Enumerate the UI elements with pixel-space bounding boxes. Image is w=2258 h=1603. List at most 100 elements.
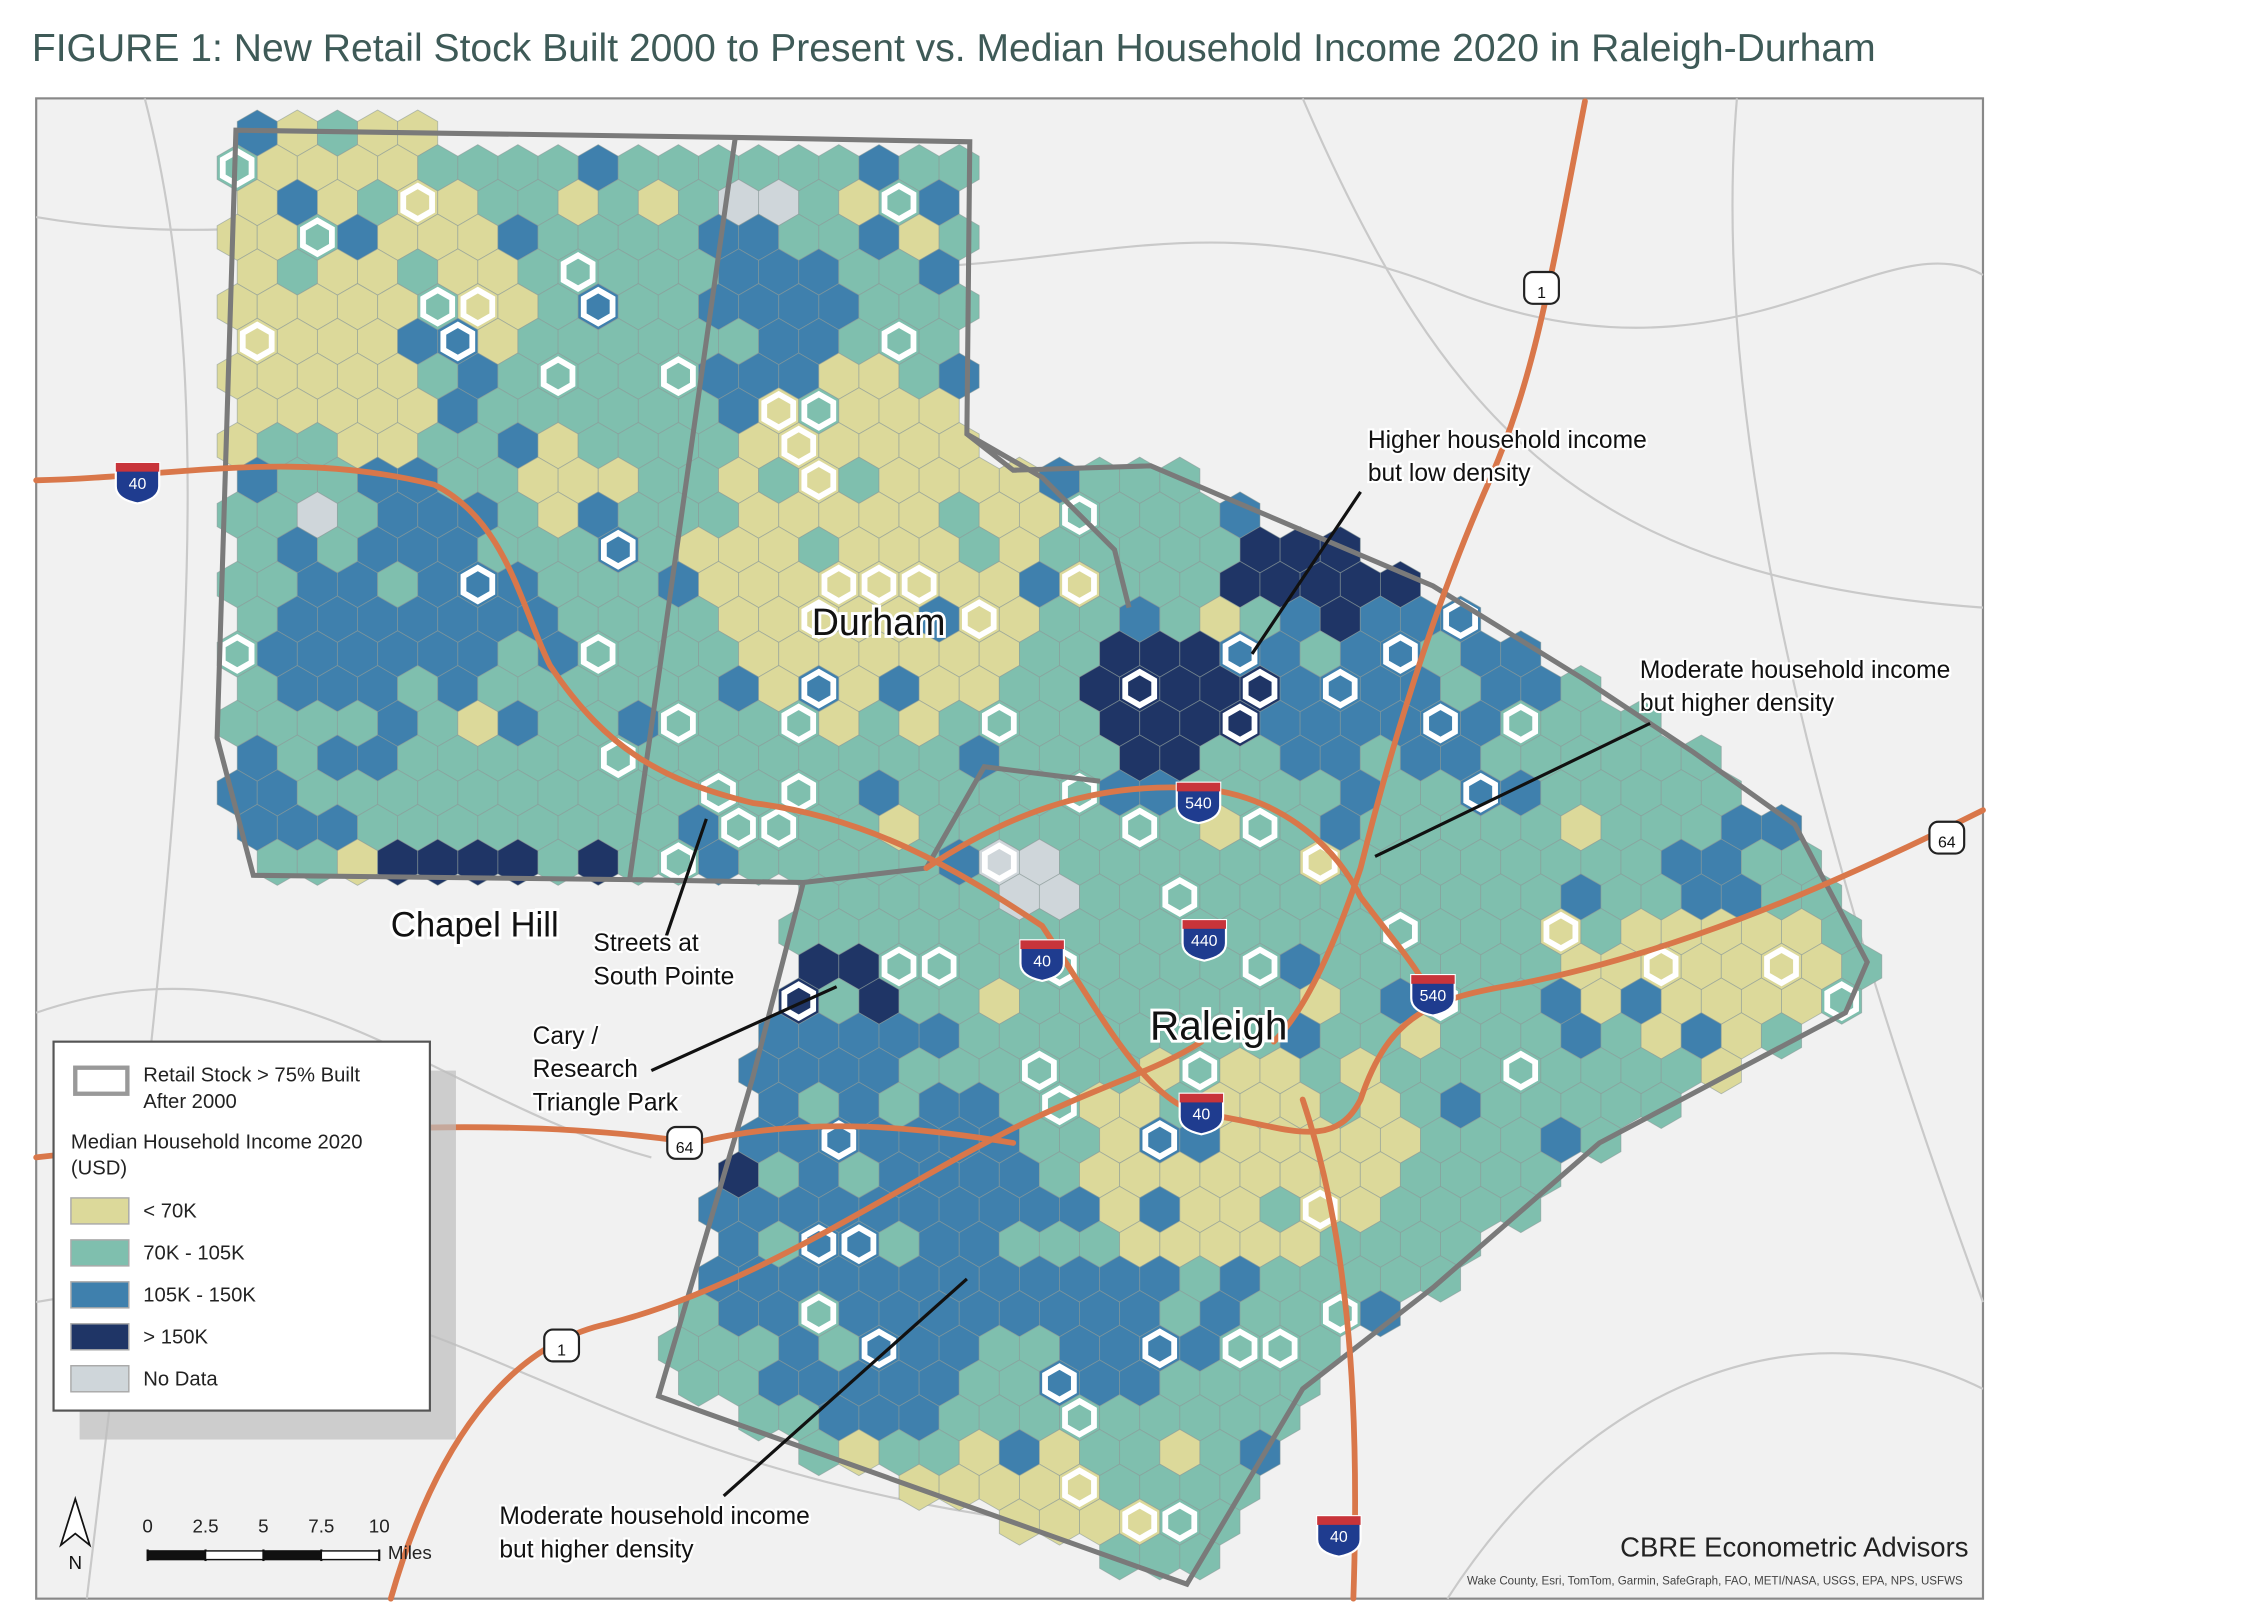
us-shield	[666, 1125, 704, 1160]
legend-swatch	[70, 1365, 130, 1393]
legend-label: No Data	[143, 1369, 218, 1391]
retail-hex	[1162, 1502, 1198, 1542]
retail-hex	[1643, 946, 1679, 987]
retail-hex	[1142, 1120, 1178, 1161]
retail-hex	[219, 633, 255, 674]
shield-top	[1020, 940, 1064, 950]
credits: Wake County, Esri, TomTom, Garmin, SafeG…	[1467, 1575, 1963, 1587]
retail-hex	[1062, 1397, 1097, 1438]
retail-hex	[1222, 633, 1258, 674]
retail-hex	[1322, 668, 1358, 709]
retail-hex	[821, 1120, 857, 1161]
legend-retail-swatch	[73, 1065, 130, 1096]
legend-title: Median Household Income 2020	[71, 1131, 363, 1153]
shield-label: 64	[676, 1140, 694, 1157]
retail-hex	[1302, 1189, 1338, 1230]
shield-label: 40	[1033, 953, 1051, 970]
interstate-shield	[1316, 1515, 1362, 1558]
annotation: Triangle Park	[533, 1089, 679, 1116]
retail-hex	[1543, 911, 1579, 952]
scale-tick-label: 0	[142, 1516, 152, 1537]
shield-top	[1182, 920, 1226, 929]
brand: CBRE Econometric Advisors	[1620, 1532, 1968, 1563]
retail-hex	[981, 703, 1017, 744]
shield-label: 540	[1185, 796, 1212, 813]
retail-hex	[761, 807, 797, 848]
retail-hex	[881, 182, 917, 223]
annotation: but higher density	[1640, 690, 1835, 717]
retail-hex	[861, 564, 897, 605]
annotation: Higher household income	[1368, 427, 1647, 454]
retail-hex	[1463, 772, 1498, 813]
retail-hex	[1042, 1085, 1077, 1126]
north-arrow	[59, 1495, 92, 1548]
retail-hex	[721, 807, 756, 848]
place-label: Raleigh	[1150, 1002, 1287, 1048]
hex-cell	[1760, 1012, 1803, 1060]
retail-hex	[1162, 877, 1198, 917]
shield-label: 40	[1193, 1107, 1211, 1124]
retail-hex	[420, 286, 456, 327]
retail-hex	[1042, 1363, 1077, 1404]
retail-hex	[861, 1328, 897, 1369]
retail-hex	[1222, 1328, 1258, 1369]
retail-hex	[1503, 1050, 1539, 1091]
shield-label: 440	[1191, 933, 1218, 950]
retail-hex	[540, 356, 576, 397]
legend-swatch	[70, 1239, 130, 1267]
shield-label: 64	[1938, 835, 1956, 852]
retail-hex	[981, 842, 1017, 883]
shield-top	[1179, 1093, 1224, 1103]
figure-title: FIGURE 1: New Retail Stock Built 2000 to…	[32, 27, 1876, 70]
scale-tick-label: 5	[258, 1516, 268, 1537]
retail-hex	[1062, 1467, 1097, 1508]
retail-hex	[1222, 703, 1258, 744]
us-shield	[1523, 270, 1560, 305]
scale-tick-label: 2.5	[192, 1516, 218, 1537]
interstate-shield	[1181, 919, 1228, 962]
interstate-shield	[114, 461, 161, 505]
legend-label: 70K - 105K	[143, 1243, 245, 1265]
retail-hex	[801, 460, 837, 501]
retail-hex	[801, 1293, 837, 1334]
retail-hex	[781, 703, 817, 744]
scale-segment	[204, 1550, 265, 1561]
legend-label: 105K - 150K	[143, 1285, 256, 1307]
shield-top	[1176, 782, 1221, 792]
retail-hex	[1122, 668, 1158, 709]
annotation: South Pointe	[593, 964, 734, 991]
retail-hex	[1122, 1502, 1158, 1542]
retail-hex	[1122, 807, 1158, 848]
annotation: Cary /	[533, 1023, 599, 1050]
interstate-shield	[1175, 781, 1222, 825]
scale-tick-label: 10	[369, 1516, 390, 1537]
place-label: Durham	[812, 601, 946, 643]
interstate-shield	[1178, 1092, 1225, 1136]
us-shield	[1928, 820, 1966, 855]
retail-hex	[400, 182, 435, 223]
annotation-leaders	[650, 491, 1651, 1498]
interstate-shield	[1019, 939, 1065, 983]
legend-title: (USD)	[71, 1157, 127, 1179]
retail-hex	[1423, 703, 1458, 744]
annotation: but low density	[1368, 460, 1531, 487]
shield-top	[115, 462, 160, 472]
retail-hex	[219, 147, 255, 188]
retail-hex	[560, 252, 596, 292]
annotation: Moderate household income	[499, 1503, 809, 1530]
retail-hex	[580, 286, 616, 327]
shield-label: 540	[1420, 988, 1447, 1005]
retail-hex	[881, 321, 917, 362]
retail-hex	[1322, 1293, 1358, 1334]
retail-hex	[1142, 1328, 1178, 1369]
annotation: Research	[533, 1056, 638, 1083]
retail-hex	[600, 738, 636, 779]
place-label: Chapel Hill	[391, 907, 559, 945]
shield-label: 40	[129, 476, 147, 493]
legend-text: After 2000	[143, 1091, 236, 1113]
legend-swatch	[70, 1323, 130, 1351]
retail-hex	[801, 1224, 837, 1265]
scale-segment	[146, 1550, 207, 1561]
retail-hex	[1062, 772, 1097, 813]
county-boundaries	[214, 127, 1870, 1588]
